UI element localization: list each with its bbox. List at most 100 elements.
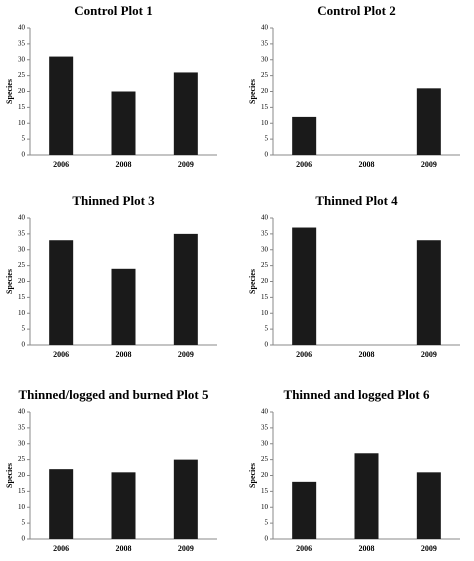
y-tick-label: 10 (261, 309, 269, 317)
x-tick-label: 2008 (116, 160, 132, 169)
y-tick-label: 0 (265, 151, 269, 159)
y-axis-label: Species (248, 79, 257, 104)
y-tick-label: 30 (261, 55, 269, 63)
y-tick-label: 40 (261, 24, 269, 32)
y-tick-label: 30 (18, 55, 26, 63)
bar (111, 91, 136, 155)
y-tick-label: 25 (261, 71, 269, 79)
y-tick-label: 15 (18, 103, 26, 111)
y-tick-label: 35 (18, 229, 26, 237)
y-tick-label: 25 (18, 71, 26, 79)
bar (173, 233, 198, 345)
chart-title: Thinned Plot 4 (315, 193, 398, 208)
y-tick-label: 5 (22, 519, 26, 527)
chart-title: Control Plot 1 (74, 3, 152, 18)
y-tick-label: 35 (18, 423, 26, 431)
y-axis-label: Species (5, 463, 14, 488)
y-tick-label: 15 (261, 487, 269, 495)
y-tick-label: 5 (265, 135, 269, 143)
bar (416, 472, 441, 539)
x-tick-label: 2006 (296, 544, 312, 553)
bar (173, 72, 198, 155)
y-tick-label: 0 (22, 151, 26, 159)
bar (292, 116, 317, 155)
chart-title: Thinned Plot 3 (72, 193, 155, 208)
x-tick-label: 2006 (296, 350, 312, 359)
y-axis-label: Species (5, 269, 14, 294)
y-tick-label: 35 (18, 39, 26, 47)
y-axis-label: Species (5, 79, 14, 104)
chart-title: Thinned/logged and burned Plot 5 (19, 387, 209, 402)
y-tick-label: 10 (261, 119, 269, 127)
bar (49, 240, 74, 345)
x-tick-label: 2006 (296, 160, 312, 169)
y-tick-label: 20 (18, 87, 26, 95)
y-tick-label: 0 (265, 535, 269, 543)
y-tick-label: 40 (261, 408, 269, 416)
y-tick-label: 15 (261, 103, 269, 111)
y-tick-label: 40 (18, 408, 26, 416)
bar (173, 459, 198, 539)
chart-title: Control Plot 2 (317, 3, 395, 18)
y-tick-label: 10 (18, 309, 26, 317)
y-tick-label: 20 (261, 471, 269, 479)
x-tick-label: 2006 (53, 544, 69, 553)
y-tick-label: 30 (18, 245, 26, 253)
y-tick-label: 40 (18, 214, 26, 222)
x-tick-label: 2009 (421, 544, 437, 553)
y-tick-label: 40 (18, 24, 26, 32)
y-tick-label: 20 (261, 277, 269, 285)
x-tick-label: 2009 (178, 350, 194, 359)
y-tick-label: 15 (18, 487, 26, 495)
y-tick-label: 15 (18, 293, 26, 301)
y-tick-label: 35 (261, 39, 269, 47)
chart-title: Thinned and logged Plot 6 (284, 387, 430, 402)
y-tick-label: 5 (22, 135, 26, 143)
y-tick-label: 10 (18, 503, 26, 511)
x-tick-label: 2009 (178, 160, 194, 169)
y-tick-label: 20 (18, 471, 26, 479)
y-tick-label: 30 (261, 245, 269, 253)
y-tick-label: 25 (261, 261, 269, 269)
bar (292, 481, 317, 539)
y-tick-label: 10 (261, 503, 269, 511)
y-tick-label: 5 (265, 519, 269, 527)
bar (354, 453, 379, 539)
y-tick-label: 35 (261, 423, 269, 431)
x-tick-label: 2009 (421, 350, 437, 359)
bar (49, 56, 74, 156)
y-tick-label: 35 (261, 229, 269, 237)
y-tick-label: 5 (265, 325, 269, 333)
x-tick-label: 2008 (116, 350, 132, 359)
x-tick-label: 2006 (53, 350, 69, 359)
x-tick-label: 2008 (116, 544, 132, 553)
y-tick-label: 15 (261, 293, 269, 301)
y-tick-label: 0 (22, 535, 26, 543)
y-tick-label: 0 (265, 341, 269, 349)
x-tick-label: 2008 (359, 160, 375, 169)
y-tick-label: 25 (18, 261, 26, 269)
y-tick-label: 0 (22, 341, 26, 349)
bar (111, 472, 136, 539)
x-tick-label: 2006 (53, 160, 69, 169)
y-tick-label: 25 (18, 455, 26, 463)
bar (111, 268, 136, 345)
bar (292, 227, 317, 345)
bar (416, 240, 441, 345)
y-axis-label: Species (248, 463, 257, 488)
x-tick-label: 2008 (359, 350, 375, 359)
x-tick-label: 2008 (359, 544, 375, 553)
y-tick-label: 20 (18, 277, 26, 285)
y-tick-label: 5 (22, 325, 26, 333)
x-tick-label: 2009 (178, 544, 194, 553)
y-tick-label: 40 (261, 214, 269, 222)
y-tick-label: 20 (261, 87, 269, 95)
y-tick-label: 30 (18, 439, 26, 447)
bar (49, 469, 74, 539)
bar (416, 88, 441, 155)
x-tick-label: 2009 (421, 160, 437, 169)
y-tick-label: 25 (261, 455, 269, 463)
y-tick-label: 30 (261, 439, 269, 447)
y-axis-label: Species (248, 269, 257, 294)
